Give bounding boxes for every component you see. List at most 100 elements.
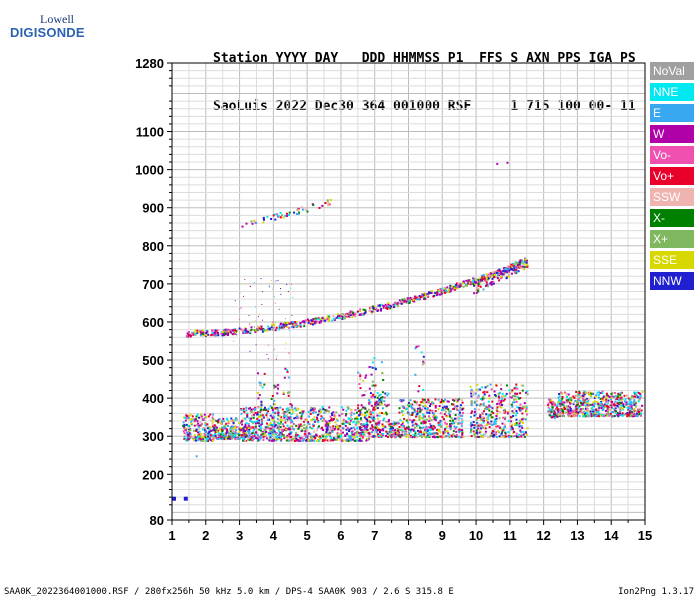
echo-point (513, 435, 516, 438)
echo-point (389, 423, 392, 426)
echo-point (504, 435, 506, 438)
echo-point (213, 429, 216, 432)
echo-point (481, 398, 484, 401)
echo-point (328, 319, 331, 322)
echo-point (628, 407, 631, 410)
echo-point (257, 328, 260, 331)
echo-point (204, 429, 206, 432)
echo-point (632, 412, 635, 415)
echo-point (484, 408, 486, 410)
echo-point (547, 402, 550, 405)
echo-point (280, 421, 282, 424)
echo-point (261, 330, 264, 333)
echo-point (492, 435, 495, 438)
echo-point (217, 419, 220, 422)
echo-point (335, 418, 338, 421)
echo-point (392, 433, 395, 435)
echo-point (442, 432, 445, 435)
echo-point (310, 319, 313, 322)
echo-point (599, 401, 602, 404)
echo-point (570, 399, 573, 402)
echo-point (202, 329, 205, 332)
echo-point (426, 294, 429, 297)
echo-point (431, 401, 433, 404)
echo-point (455, 426, 458, 429)
echo-point (514, 263, 517, 266)
echo-point (277, 411, 280, 414)
echo-point (232, 435, 235, 438)
echo-point (605, 398, 608, 401)
echo-point (429, 409, 432, 412)
echo-point (328, 440, 331, 442)
echo-point (287, 419, 290, 422)
echo-point (594, 412, 597, 415)
echo-point (242, 429, 245, 432)
echo-point (347, 315, 350, 318)
echo-point (245, 406, 248, 409)
echo-point (257, 438, 260, 441)
echo-point (294, 407, 296, 410)
echo-point (298, 426, 300, 429)
echo-point (406, 297, 409, 300)
echo-point (187, 430, 190, 433)
echo-point (333, 413, 336, 416)
echo-point (481, 276, 484, 279)
echo-point (412, 423, 415, 426)
echo-point (418, 415, 421, 418)
station-header: Station YYYY DAY DDD HHMMSS P1 FFS S AXN… (213, 19, 636, 131)
echo-point (489, 276, 492, 279)
echo-point (516, 266, 519, 269)
echo-point (248, 430, 251, 433)
echo-point (501, 392, 504, 395)
echo-point (458, 398, 461, 401)
echo-point (478, 388, 481, 391)
echo-point (372, 306, 375, 309)
echo-point (588, 393, 590, 396)
echo-point (189, 433, 192, 436)
echo-point (497, 430, 499, 433)
echo-point (243, 412, 246, 415)
echo-point (361, 406, 364, 409)
echo-point (439, 287, 442, 290)
echo-point (364, 376, 367, 379)
echo-point (379, 431, 381, 433)
echo-point (248, 428, 251, 431)
echo-point (394, 436, 396, 439)
echo-point (279, 426, 282, 428)
echo-point (632, 401, 635, 404)
echo-point (289, 428, 292, 431)
echo-point (388, 425, 391, 428)
echo-point (608, 395, 611, 398)
echo-point (599, 392, 602, 395)
echo-point (561, 392, 564, 395)
echo-point (456, 282, 458, 285)
echo-point (280, 435, 283, 438)
echo-point (318, 410, 321, 413)
x-tick-label: 2 (202, 528, 209, 543)
echo-point (521, 259, 523, 262)
echo-point (494, 420, 496, 423)
echo-point (347, 407, 350, 410)
echo-point (191, 419, 194, 422)
echo-point (357, 407, 359, 410)
echo-point (495, 414, 498, 417)
echo-point (458, 413, 461, 416)
echo-point (519, 434, 522, 437)
echo-point (512, 401, 514, 404)
echo-point (289, 431, 292, 434)
echo-point (281, 326, 284, 329)
echo-point (605, 395, 607, 398)
echo-point (291, 283, 292, 285)
echo-point (641, 390, 644, 393)
echo-point (493, 428, 496, 431)
echo-point (421, 398, 424, 401)
echo-point (241, 283, 243, 285)
echo-point (312, 409, 315, 412)
echo-point (309, 433, 312, 436)
echo-point (283, 411, 286, 413)
echo-point (353, 436, 356, 439)
echo-point (361, 439, 363, 442)
echo-point (184, 427, 187, 430)
echo-point (182, 430, 185, 433)
echo-point (279, 439, 282, 442)
